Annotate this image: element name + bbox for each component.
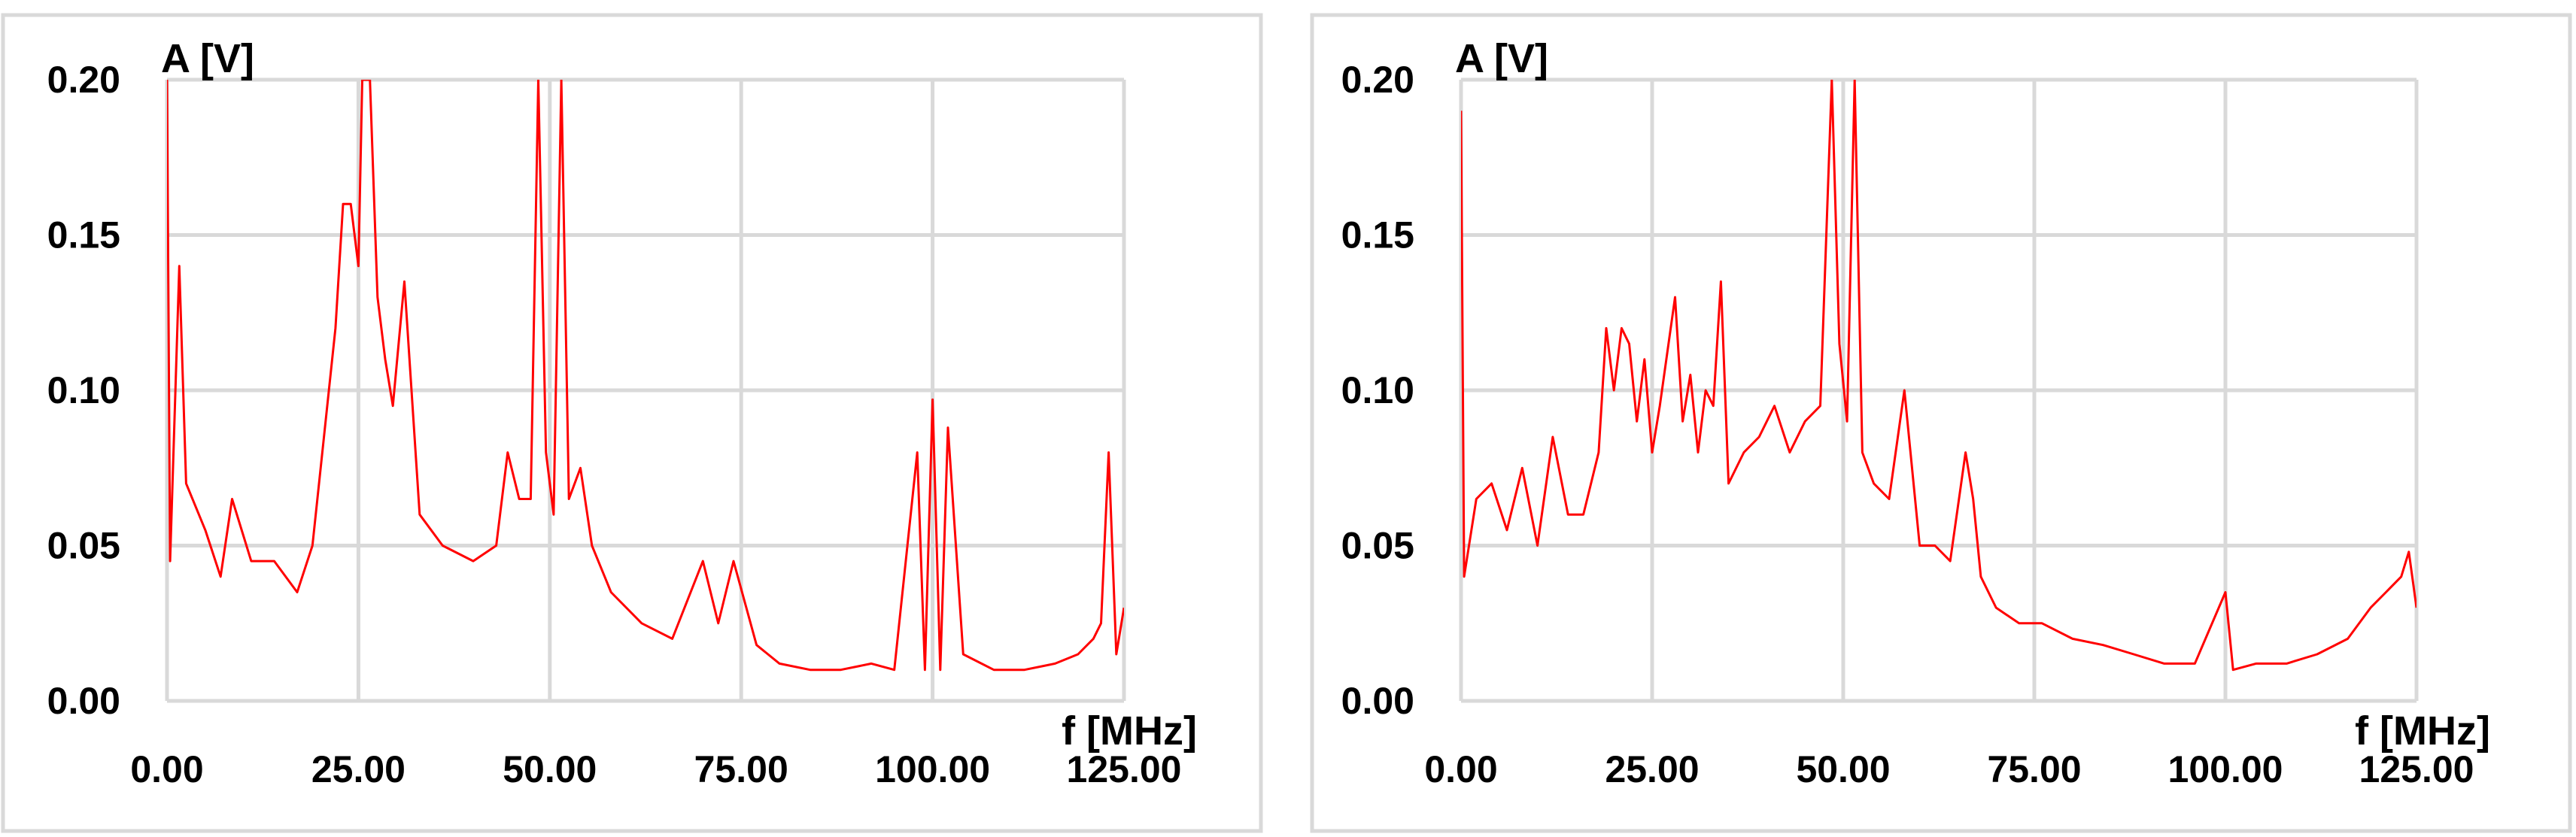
chart-2-y-tick-label: 0.20 [1341,59,1414,101]
chart-2-y-axis-label: A [V] [1455,36,1548,81]
chart-1-x-tick-label: 75.00 [694,748,788,790]
chart-1-series [167,80,1124,672]
chart-1-y-tick-label: 0.10 [47,369,120,411]
chart-1-y-ticks: 0.00 0.05 0.10 0.15 0.20 [47,59,120,722]
chart-1-y-axis-label: A [V] [161,36,254,81]
chart-2-y-tick-label: 0.00 [1341,680,1414,722]
chart-1-grid [165,77,1126,703]
chart-2-x-tick-label: 25.00 [1605,748,1699,790]
chart-1-series-line [167,80,1124,672]
chart-1-y-tick-label: 0.15 [47,214,120,256]
chart-1-y-tick-label: 0.20 [47,59,120,101]
chart-2-series-line [1461,80,2417,672]
chart-2-series [1461,80,2417,672]
chart-2-y-tick-label: 0.05 [1341,525,1414,567]
chart-2-frame [1310,13,2572,833]
chart-1-x-tick-label: 50.00 [503,748,597,790]
chart-1-frame [1,13,1263,833]
chart-1-x-tick-label: 100.00 [875,748,990,790]
chart-1-x-axis-label: f [MHz] [1062,708,1197,754]
chart-2-x-tick-label: 75.00 [1987,748,2081,790]
chart-panel-2: 0.00 0.05 0.10 0.15 0.20 0.00 25.00 50.00 75.00… [1310,13,2572,833]
chart-2-x-tick-label: 50.00 [1796,748,1890,790]
chart-2-x-ticks: 0.00 25.00 50.00 75.00 100.00 125.00 [1424,748,2474,790]
chart-2-y-tick-label: 0.15 [1341,214,1414,256]
chart-1-x-tick-label: 125.00 [1067,748,1182,790]
chart-2-x-tick-label: 100.00 [2168,748,2283,790]
chart-1-x-tick-label: 0.00 [130,748,203,790]
chart-2-grid [1459,77,2419,703]
chart-1-y-tick-label: 0.05 [47,525,120,567]
chart-2-y-ticks: 0.00 0.05 0.10 0.15 0.20 [1341,59,1414,722]
chart-1-x-ticks: 0.00 25.00 50.00 75.00 100.00 125.00 [130,748,1181,790]
chart-1-y-tick-label: 0.00 [47,680,120,722]
chart-2-x-tick-label: 0.00 [1424,748,1497,790]
chart-2-x-tick-label: 125.00 [2359,748,2474,790]
chart-panel-1: 0.00 0.05 0.10 0.15 0.20 0.00 25.00 50.00 75.00… [1,13,1263,833]
chart-2-x-axis-label: f [MHz] [2355,708,2490,754]
chart-2-y-tick-label: 0.10 [1341,369,1414,411]
chart-1-x-tick-label: 25.00 [311,748,406,790]
